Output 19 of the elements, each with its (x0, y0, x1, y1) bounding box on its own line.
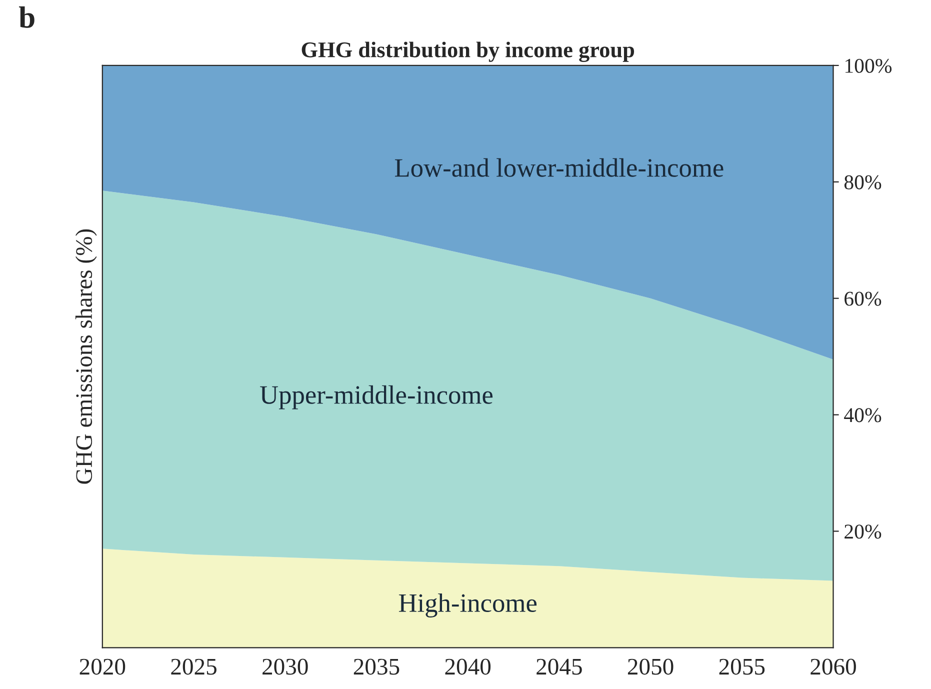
y-tick-label: 20% (844, 524, 882, 539)
y-tick-label: 100% (845, 58, 892, 73)
x-tick-label: 2045 (536, 658, 582, 675)
x-tick-label: 2055 (719, 658, 765, 675)
series-label: Upper-middle-income (260, 385, 493, 410)
x-tick-label: 2035 (354, 658, 400, 675)
x-tick-label: 2020 (80, 658, 126, 675)
series-label: Low-and lower-middle-income (394, 158, 724, 177)
y-tick-label: 80% (844, 175, 882, 190)
x-tick-label: 2030 (262, 658, 308, 675)
x-tick-label: 2040 (445, 658, 491, 675)
y-tick-label: 40% (844, 408, 882, 422)
x-tick-label: 2060 (810, 658, 856, 675)
y-tick-label: 60% (844, 292, 882, 306)
chart-title: GHG distribution by income group (302, 42, 634, 62)
y-axis-title: GHG emissions shares (%) (75, 229, 97, 484)
x-tick-label: 2025 (171, 658, 216, 675)
text: b (19, 6, 34, 28)
x-tick-label: 2050 (628, 658, 674, 675)
